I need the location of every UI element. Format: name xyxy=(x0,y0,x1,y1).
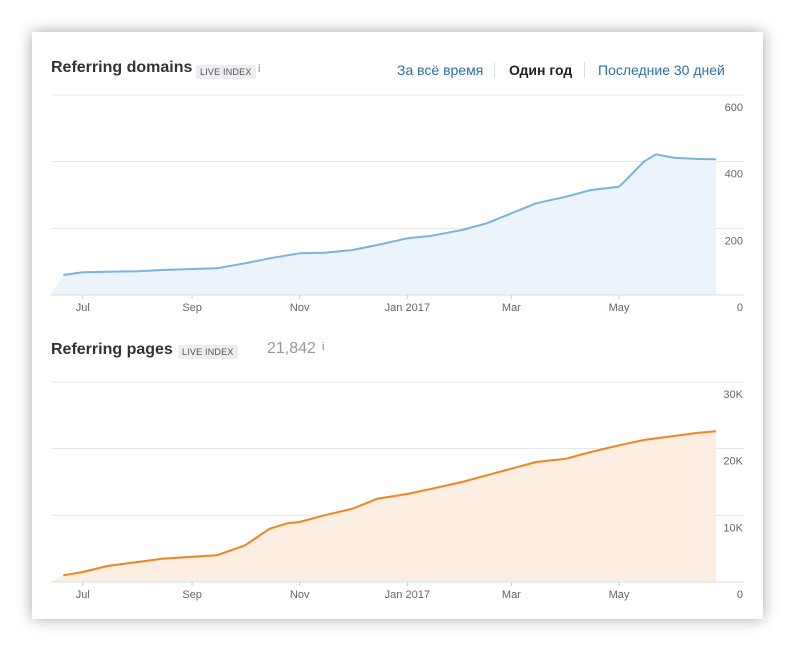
pages-x-tick-label: Jul xyxy=(76,589,90,601)
domains-title: Referring domains xyxy=(51,59,193,76)
pages-series-line xyxy=(63,430,717,577)
domains-live-index-badge: LIVE INDEX xyxy=(196,65,256,79)
pages-x-tick-label: Nov xyxy=(290,589,310,601)
domains-y-tick-label: 200 xyxy=(725,235,743,247)
range-tab-divider xyxy=(494,62,495,78)
pages-x-tick-label: Mar xyxy=(502,589,521,601)
pages-count: 21,842 xyxy=(267,340,316,357)
domains-y-tick-label: 600 xyxy=(725,102,743,114)
range-tab-divider xyxy=(584,62,585,78)
pages-info-icon[interactable]: i xyxy=(322,341,325,353)
pages-area xyxy=(51,431,716,582)
pages-x-tick-label: Jan 2017 xyxy=(385,589,430,601)
range-tab-all-time[interactable]: За всё время xyxy=(397,62,484,78)
domains-area xyxy=(51,154,716,295)
backlinks-card: Referring domains LIVE INDEX i За всё вр… xyxy=(32,32,763,619)
pages-x-tick-label: Sep xyxy=(182,589,202,601)
domains-x-tick-label: Mar xyxy=(502,302,521,314)
referring-pages-chart: 30K 20K 10K 0 Jul Sep Nov Jan 2017 Mar May xyxy=(51,381,744,601)
pages-y-tick-label: 10K xyxy=(723,522,743,534)
pages-live-index-badge: LIVE INDEX xyxy=(178,345,238,359)
pages-x-tick-label: May xyxy=(609,589,630,601)
domains-series-line xyxy=(63,153,717,276)
range-tab-last-30-days[interactable]: Последние 30 дней xyxy=(598,62,725,78)
referring-domains-chart: 600 400 200 0 Jul Sep Nov Jan 2017 Mar May xyxy=(51,94,744,314)
domains-x-tick-label: Jan 2017 xyxy=(385,302,430,314)
domains-x-tick-label: May xyxy=(609,302,630,314)
range-tab-one-year[interactable]: Один год xyxy=(509,62,573,78)
domains-x-tick-label: Jul xyxy=(76,302,90,314)
domains-x-tick-label: Nov xyxy=(290,302,310,314)
pages-y-tick-label: 0 xyxy=(737,589,743,601)
pages-y-tick-label: 20K xyxy=(723,456,743,468)
domains-x-tick-label: Sep xyxy=(182,302,202,314)
domains-y-tick-label: 0 xyxy=(737,302,743,314)
domains-info-icon[interactable]: i xyxy=(258,63,261,75)
pages-title: Referring pages xyxy=(51,341,173,358)
domains-y-tick-label: 400 xyxy=(725,169,743,181)
pages-y-tick-label: 30K xyxy=(723,389,743,401)
